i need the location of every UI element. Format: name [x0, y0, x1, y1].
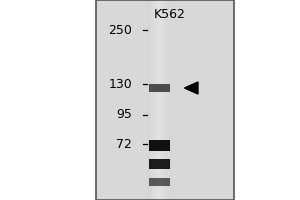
Bar [148, 84, 170, 92]
Text: 95: 95 [116, 108, 132, 121]
Polygon shape [184, 82, 198, 94]
Text: K562: K562 [154, 8, 185, 21]
Bar [148, 0, 170, 200]
Text: 250: 250 [108, 23, 132, 36]
Text: 130: 130 [108, 77, 132, 90]
Bar [148, 159, 170, 169]
Bar [96, 0, 234, 200]
Bar [96, 0, 234, 200]
Bar [148, 178, 170, 186]
Bar [148, 140, 170, 151]
Text: 72: 72 [116, 138, 132, 150]
